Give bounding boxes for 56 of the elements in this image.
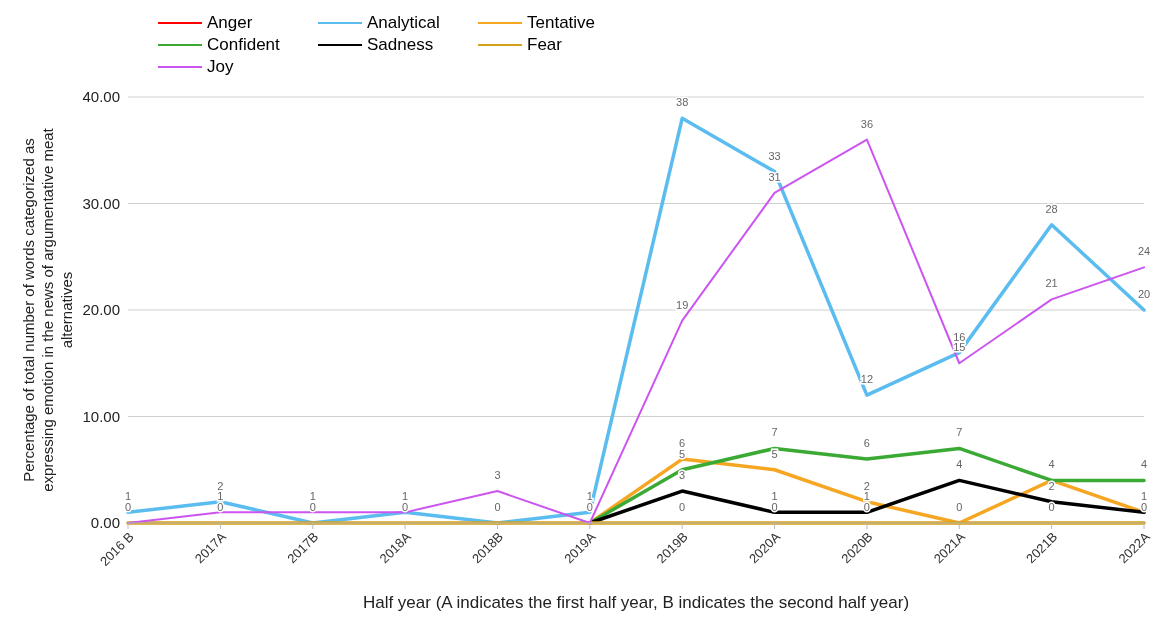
data-label: 1 <box>309 490 316 503</box>
y-axis-title: Percentage of total number of words categorized as expressing emotion in the news of argumentative meat alternatives <box>20 127 75 492</box>
data-label: 6 <box>679 437 686 450</box>
data-label: 7 <box>956 426 963 439</box>
data-label: 2 <box>217 479 224 492</box>
y-tick-label: 20.00 <box>82 301 120 319</box>
y-tick-label: 0.00 <box>90 514 120 532</box>
data-label: 19 <box>676 298 689 311</box>
data-label: 1 <box>771 490 778 503</box>
data-label: 6 <box>863 437 870 450</box>
legend-label: Sadness <box>367 35 434 55</box>
data-label: 1 <box>402 490 409 503</box>
data-label: 1 <box>1140 490 1148 503</box>
data-label: 24 <box>1137 245 1151 258</box>
data-label: 4 <box>1048 458 1055 471</box>
data-label: 20 <box>1137 288 1151 300</box>
data-label: 0 <box>679 501 686 513</box>
legend-label: Anger <box>207 13 253 33</box>
legend-label: Confident <box>207 35 280 55</box>
data-label: 7 <box>771 426 778 439</box>
data-label: 0 <box>956 501 963 513</box>
data-label: 3 <box>679 469 686 482</box>
data-label: 0 <box>494 501 501 513</box>
y-tick-label: 30.00 <box>82 194 120 212</box>
data-label: 1 <box>863 490 870 503</box>
y-tick-label: 40.00 <box>82 88 120 106</box>
data-label: 0 <box>309 501 316 513</box>
data-label: 21 <box>1045 277 1058 290</box>
data-label: 0 <box>124 501 132 513</box>
data-label: 4 <box>1140 458 1148 471</box>
data-label: 2 <box>1048 479 1055 492</box>
legend-label: Tentative <box>527 13 596 33</box>
data-label: 36 <box>860 117 874 130</box>
data-label: 2 <box>863 479 870 492</box>
data-label: 33 <box>768 149 781 162</box>
data-label: 5 <box>771 447 778 460</box>
data-label: 16 <box>953 330 966 343</box>
data-label: 38 <box>676 96 689 109</box>
data-label: 0 <box>402 501 409 513</box>
data-label: 0 <box>1140 501 1148 513</box>
x-axis-title: Half year (A indicates the first half year, B indicates the second half year) <box>362 593 910 612</box>
data-label: 1 <box>217 490 224 503</box>
legend-label: Fear <box>527 35 562 55</box>
data-label: 3 <box>494 469 501 482</box>
data-label: 4 <box>956 458 963 471</box>
y-tick-label: 10.00 <box>82 407 120 425</box>
data-label: 5 <box>679 447 686 460</box>
data-label: 0 <box>217 501 224 513</box>
data-label: 28 <box>1045 202 1058 215</box>
legend-label: Analytical <box>367 13 440 33</box>
legend-label: Joy <box>207 57 234 77</box>
data-label: 12 <box>860 373 874 386</box>
data-label: 0 <box>1048 501 1055 513</box>
data-label: 0 <box>863 501 870 513</box>
data-label: 0 <box>771 501 778 513</box>
data-label: 1 <box>124 490 132 503</box>
